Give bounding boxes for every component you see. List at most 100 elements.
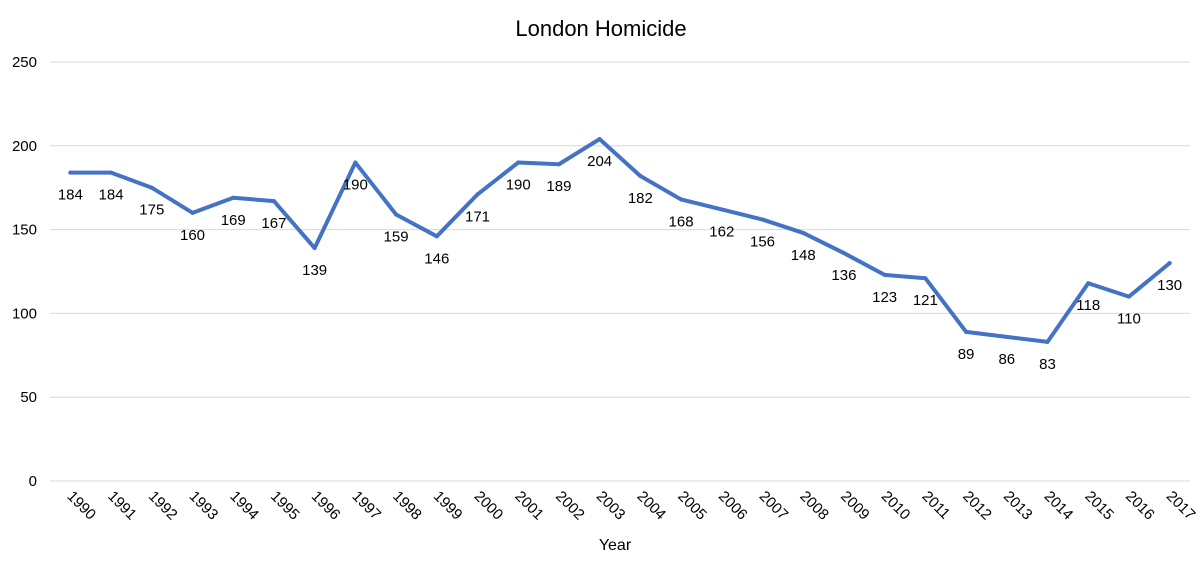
x-tick-label: 2012 — [959, 488, 995, 524]
data-point — [597, 137, 602, 142]
data-label: 118 — [1076, 297, 1100, 314]
data-point — [719, 207, 724, 212]
data-label: 162 — [709, 223, 734, 240]
data-point — [1086, 281, 1091, 286]
x-tick-label: 1996 — [308, 488, 344, 524]
data-label: 86 — [998, 351, 1015, 368]
x-tick-label: 2017 — [1163, 488, 1199, 524]
x-tick-label: 1990 — [64, 488, 100, 524]
series-line — [68, 137, 1172, 344]
data-label: 167 — [261, 215, 286, 232]
data-label: 130 — [1157, 277, 1182, 294]
y-tick-label: 150 — [12, 222, 37, 239]
x-axis-ticks: 1990 1991 1992 1993 1994 1995 1996 1997 1998 1999… — [64, 488, 1199, 524]
x-tick-label: 2014 — [1041, 488, 1077, 524]
x-tick-label: 2011 — [919, 488, 954, 523]
data-point — [231, 195, 236, 200]
data-label: 83 — [1039, 356, 1056, 373]
data-label: 146 — [424, 250, 449, 267]
data-label: 182 — [628, 190, 653, 207]
data-point — [882, 272, 887, 277]
data-point — [68, 170, 73, 175]
x-tick-label: 2007 — [756, 488, 792, 524]
y-tick-label: 0 — [29, 473, 37, 490]
x-tick-label: 1999 — [430, 488, 466, 524]
x-tick-label: 2000 — [471, 488, 507, 524]
chart-title: London Homicide — [515, 16, 686, 41]
data-label: 121 — [913, 292, 938, 309]
data-label: 184 — [58, 187, 83, 204]
data-label: 204 — [587, 153, 612, 170]
data-point — [394, 212, 399, 217]
y-tick-label: 100 — [12, 305, 37, 322]
data-label: 189 — [546, 178, 571, 195]
data-point — [760, 217, 765, 222]
data-label: 190 — [506, 177, 531, 194]
data-point — [190, 210, 195, 215]
data-point — [149, 185, 154, 190]
data-point — [1004, 334, 1009, 339]
series-layer — [68, 137, 1172, 344]
data-point — [556, 162, 561, 167]
x-tick-label: 1998 — [389, 488, 425, 524]
x-tick-label: 2015 — [1081, 488, 1117, 524]
x-tick-label: 1993 — [186, 488, 222, 524]
y-tick-label: 200 — [12, 138, 37, 155]
x-tick-label: 2006 — [715, 488, 751, 524]
data-point — [271, 199, 276, 204]
data-labels: 184 184 175 160 169 167 139 190 159 146 171 190 189 2… — [58, 153, 1182, 373]
x-tick-label: 1991 — [104, 488, 140, 524]
data-point — [679, 197, 684, 202]
data-point — [1126, 294, 1131, 299]
x-tick-label: 1995 — [267, 488, 303, 524]
data-label: 160 — [180, 227, 205, 244]
data-label: 148 — [791, 247, 816, 264]
data-label: 169 — [221, 212, 246, 229]
data-point — [638, 173, 643, 178]
x-tick-label: 1997 — [349, 488, 385, 524]
data-point — [801, 230, 806, 235]
data-label: 139 — [302, 262, 327, 279]
y-tick-label: 250 — [12, 54, 37, 71]
data-label: 171 — [465, 208, 490, 225]
y-tick-label: 50 — [20, 389, 37, 406]
data-label: 123 — [872, 289, 897, 306]
data-point — [516, 160, 521, 165]
data-label: 159 — [384, 229, 409, 246]
data-point — [475, 192, 480, 197]
x-tick-label: 1994 — [226, 488, 262, 524]
data-point — [1045, 339, 1050, 344]
data-point — [923, 276, 928, 281]
data-point — [1167, 261, 1172, 266]
data-label: 190 — [343, 177, 368, 194]
data-label: 136 — [831, 267, 856, 284]
data-label: 110 — [1117, 311, 1141, 328]
x-tick-label: 2004 — [634, 488, 670, 524]
data-label: 89 — [958, 346, 975, 363]
x-tick-label: 2009 — [837, 488, 873, 524]
data-label: 184 — [99, 187, 124, 204]
y-axis-ticks: 0 50 100 150 200 250 — [12, 54, 37, 490]
x-tick-label: 2016 — [1122, 488, 1158, 524]
x-tick-label: 2008 — [796, 488, 832, 524]
x-tick-label: 2005 — [674, 488, 710, 524]
data-point — [841, 251, 846, 256]
data-label: 175 — [139, 202, 164, 219]
gridlines — [50, 61, 1190, 482]
data-label: 168 — [669, 213, 694, 230]
x-tick-label: 2002 — [552, 488, 588, 524]
x-tick-label: 2001 — [511, 488, 547, 524]
x-tick-label: 2003 — [593, 488, 629, 524]
data-point — [964, 329, 969, 334]
data-point — [434, 234, 439, 239]
x-axis-title: Year — [599, 537, 632, 554]
x-tick-label: 2013 — [1000, 488, 1036, 524]
data-point — [109, 170, 114, 175]
x-tick-label: 1992 — [145, 488, 181, 524]
x-tick-label: 2010 — [878, 488, 914, 524]
data-label: 156 — [750, 234, 775, 251]
data-point — [353, 160, 358, 165]
data-point — [312, 246, 317, 251]
